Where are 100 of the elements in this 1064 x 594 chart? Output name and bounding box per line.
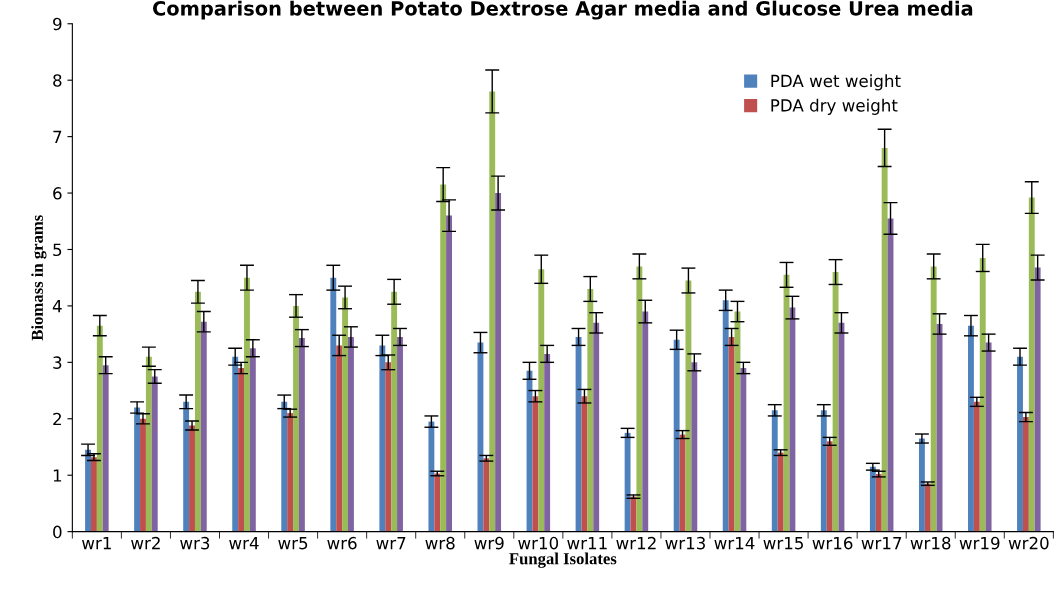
bar (538, 269, 545, 532)
bar (440, 184, 447, 532)
legend-label: PDA dry weight (771, 98, 898, 115)
bar (194, 291, 201, 532)
x-tick-label: wr15 (763, 537, 803, 550)
x-tick-label: wr19 (959, 536, 1000, 550)
x-tick-label: wr11 (567, 537, 607, 550)
bar (96, 325, 103, 532)
x-tick-label: wr4 (229, 537, 259, 550)
y-tick-label: 9 (53, 17, 62, 31)
bar (820, 410, 827, 532)
bar (973, 401, 980, 532)
bar (1017, 356, 1023, 532)
bar (446, 215, 452, 532)
y-tick-label: 5 (53, 243, 62, 257)
bar (789, 307, 796, 532)
bar (434, 473, 441, 532)
y-tick-label: 7 (53, 130, 62, 143)
bar (936, 323, 943, 532)
bar (532, 396, 539, 532)
x-tick-label: wr17 (861, 537, 902, 550)
bar (722, 300, 729, 532)
bar (581, 396, 588, 532)
bar (624, 432, 631, 532)
y-axis-title: Biomass in grams (31, 215, 47, 341)
bar (642, 311, 649, 532)
bar (777, 452, 784, 532)
bar (593, 322, 600, 532)
x-tick-label: wr2 (131, 536, 160, 550)
bar (740, 367, 747, 532)
bar (881, 147, 888, 532)
bar (232, 356, 239, 532)
bar (140, 418, 146, 532)
x-tick-label: wr20 (1008, 536, 1049, 550)
bar (385, 362, 392, 532)
x-tick-label: wr1 (82, 537, 111, 550)
bar (1022, 417, 1029, 532)
bar (544, 353, 551, 532)
y-tick-label: 2 (53, 412, 61, 426)
bar (636, 266, 643, 532)
bar (391, 291, 398, 532)
bar (1034, 267, 1041, 532)
y-tick-label: 6 (53, 187, 62, 200)
x-tick-label: wr14 (714, 537, 755, 550)
bar (985, 342, 992, 532)
bar (145, 356, 152, 532)
bar (85, 449, 91, 532)
bar (238, 367, 245, 532)
y-tick-label: 8 (53, 74, 62, 87)
x-tick-label: wr9 (474, 536, 504, 550)
x-axis-title: Fungal Isolates (509, 552, 617, 568)
x-tick-label: wr10 (518, 536, 559, 550)
x-tick-label: wr3 (180, 536, 210, 550)
x-tick-label: wr16 (812, 536, 853, 550)
bar (832, 272, 839, 532)
chart-title: Comparison between Potato Dextrose Agar media and Glucose Urea media (152, 0, 973, 20)
bar (151, 376, 158, 532)
x-tick-label: wr5 (278, 537, 308, 550)
x-tick-label: wr6 (327, 536, 357, 550)
bar (918, 438, 925, 532)
x-tick-label: wr7 (376, 537, 406, 550)
y-tick-label: 0 (53, 525, 62, 539)
bar (183, 401, 190, 532)
bar (930, 266, 937, 532)
bar (281, 401, 288, 532)
legend-label: PDA wet weight (771, 74, 901, 91)
x-tick-label: wr8 (425, 536, 455, 550)
bar (298, 338, 305, 532)
bar (397, 336, 403, 532)
bar (293, 305, 299, 532)
bar (348, 336, 354, 532)
bar (342, 297, 349, 532)
bar (685, 280, 692, 532)
bar (979, 257, 986, 532)
bar (244, 277, 250, 532)
y-tick-label: 4 (52, 300, 62, 313)
bar (924, 483, 931, 532)
bar (771, 410, 778, 532)
bar (379, 345, 386, 532)
bar (336, 345, 343, 532)
bar (489, 91, 496, 532)
bar (1028, 197, 1035, 532)
bar (330, 277, 337, 532)
bar (587, 288, 594, 532)
bar (673, 339, 680, 532)
bar (134, 407, 141, 532)
bar (428, 421, 435, 532)
y-tick-label: 1 (53, 469, 62, 482)
bar (968, 325, 974, 532)
x-tick-label: wr18 (910, 536, 951, 550)
bar (483, 458, 490, 532)
bar (826, 441, 833, 532)
bar (875, 474, 882, 532)
x-tick-label: wr12 (616, 536, 656, 550)
bar (200, 321, 207, 532)
bar (287, 413, 294, 532)
bar (869, 466, 876, 532)
bar (102, 365, 109, 532)
x-tick-label: wr13 (665, 536, 705, 550)
bar (189, 425, 195, 532)
